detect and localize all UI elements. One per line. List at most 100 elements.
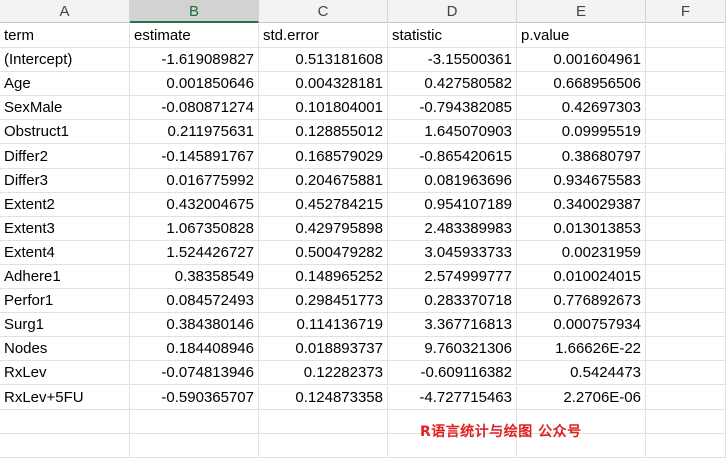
data-cell[interactable]: Differ3 — [0, 168, 130, 193]
data-cell[interactable] — [646, 96, 726, 121]
data-cell[interactable] — [0, 433, 130, 458]
data-cell[interactable]: -0.074813946 — [130, 361, 259, 386]
data-cell[interactable]: Perfor1 — [0, 289, 130, 314]
data-cell[interactable]: -0.145891767 — [130, 144, 259, 169]
data-cell[interactable]: 0.452784215 — [259, 192, 388, 217]
data-cell[interactable]: 1.524426727 — [130, 240, 259, 265]
data-cell[interactable] — [646, 265, 726, 289]
data-cell[interactable] — [646, 48, 726, 73]
data-cell[interactable]: RxLev — [0, 361, 130, 386]
data-cell[interactable]: 0.429795898 — [259, 216, 388, 241]
data-cell[interactable]: 0.427580582 — [388, 72, 517, 97]
data-cell[interactable]: 0.018893737 — [259, 337, 388, 362]
data-cell[interactable]: 1.645070903 — [388, 120, 517, 145]
data-cell[interactable]: Differ2 — [0, 144, 130, 169]
data-cell[interactable]: 0.004328181 — [259, 72, 388, 97]
data-cell[interactable]: 1.66626E-22 — [517, 337, 646, 362]
data-cell[interactable]: -3.15500361 — [388, 48, 517, 73]
data-cell[interactable]: 0.001604961 — [517, 48, 646, 73]
data-cell[interactable]: 0.168579029 — [259, 144, 388, 169]
data-cell[interactable] — [388, 409, 517, 434]
column-header-e[interactable]: E — [517, 0, 646, 23]
data-cell[interactable] — [646, 409, 726, 434]
header-cell[interactable]: p.value — [517, 24, 646, 48]
data-cell[interactable]: Adhere1 — [0, 265, 130, 289]
data-cell[interactable]: 0.204675881 — [259, 168, 388, 193]
data-cell[interactable]: 0.384380146 — [130, 313, 259, 338]
data-cell[interactable]: Obstruct1 — [0, 120, 130, 145]
data-cell[interactable]: 0.298451773 — [259, 289, 388, 314]
data-cell[interactable]: 0.211975631 — [130, 120, 259, 145]
column-header-b[interactable]: B — [130, 0, 259, 23]
data-cell[interactable] — [646, 120, 726, 145]
data-cell[interactable]: 0.668956506 — [517, 72, 646, 97]
data-cell[interactable] — [646, 72, 726, 97]
data-cell[interactable] — [259, 409, 388, 434]
column-header-c[interactable]: C — [259, 0, 388, 23]
data-cell[interactable]: 0.954107189 — [388, 192, 517, 217]
data-cell[interactable] — [646, 433, 726, 458]
data-cell[interactable]: 1.067350828 — [130, 216, 259, 241]
data-cell[interactable]: Surg1 — [0, 313, 130, 338]
data-cell[interactable]: 0.184408946 — [130, 337, 259, 362]
data-cell[interactable]: -0.794382085 — [388, 96, 517, 121]
column-header-a[interactable]: A — [0, 0, 130, 23]
data-cell[interactable]: RxLev+5FU — [0, 385, 130, 410]
data-cell[interactable]: 0.016775992 — [130, 168, 259, 193]
data-cell[interactable]: 0.500479282 — [259, 240, 388, 265]
data-cell[interactable]: 0.114136719 — [259, 313, 388, 338]
data-cell[interactable] — [646, 240, 726, 265]
data-cell[interactable]: -0.865420615 — [388, 144, 517, 169]
data-cell[interactable]: 0.283370718 — [388, 289, 517, 314]
data-cell[interactable]: Extent4 — [0, 240, 130, 265]
data-cell[interactable]: 0.42697303 — [517, 96, 646, 121]
data-cell[interactable]: 0.010024015 — [517, 265, 646, 289]
data-cell[interactable]: -0.080871274 — [130, 96, 259, 121]
data-cell[interactable] — [259, 433, 388, 458]
column-header-d[interactable]: D — [388, 0, 517, 23]
data-cell[interactable]: 0.000757934 — [517, 313, 646, 338]
data-cell[interactable] — [130, 433, 259, 458]
data-cell[interactable] — [646, 313, 726, 338]
data-cell[interactable]: 0.432004675 — [130, 192, 259, 217]
data-cell[interactable]: 0.38358549 — [130, 265, 259, 289]
data-cell[interactable]: 0.09995519 — [517, 120, 646, 145]
data-cell[interactable] — [646, 168, 726, 193]
data-cell[interactable]: 0.513181608 — [259, 48, 388, 73]
data-cell[interactable]: 0.340029387 — [517, 192, 646, 217]
data-cell[interactable] — [646, 361, 726, 386]
data-cell[interactable]: 0.38680797 — [517, 144, 646, 169]
data-cell[interactable] — [130, 409, 259, 434]
data-cell[interactable]: 0.124873358 — [259, 385, 388, 410]
column-header-f[interactable]: F — [646, 0, 726, 23]
data-cell[interactable]: 0.934675583 — [517, 168, 646, 193]
data-cell[interactable]: 0.013013853 — [517, 216, 646, 241]
header-cell[interactable]: std.error — [259, 24, 388, 48]
data-cell[interactable] — [646, 289, 726, 314]
data-cell[interactable]: 0.00231959 — [517, 240, 646, 265]
data-cell[interactable]: 3.367716813 — [388, 313, 517, 338]
data-cell[interactable]: 0.776892673 — [517, 289, 646, 314]
data-cell[interactable]: 0.128855012 — [259, 120, 388, 145]
data-cell[interactable]: 3.045933733 — [388, 240, 517, 265]
data-cell[interactable]: Age — [0, 72, 130, 97]
data-cell[interactable]: 0.081963696 — [388, 168, 517, 193]
data-cell[interactable] — [517, 409, 646, 434]
data-cell[interactable] — [646, 216, 726, 241]
data-cell[interactable]: 2.483389983 — [388, 216, 517, 241]
header-cell[interactable] — [646, 24, 726, 48]
data-cell[interactable]: Nodes — [0, 337, 130, 362]
data-cell[interactable]: SexMale — [0, 96, 130, 121]
data-cell[interactable]: Extent2 — [0, 192, 130, 217]
data-cell[interactable]: (Intercept) — [0, 48, 130, 73]
data-cell[interactable] — [646, 337, 726, 362]
data-cell[interactable]: -0.609116382 — [388, 361, 517, 386]
data-cell[interactable]: 0.001850646 — [130, 72, 259, 97]
header-cell[interactable]: statistic — [388, 24, 517, 48]
data-cell[interactable]: 0.101804001 — [259, 96, 388, 121]
data-cell[interactable]: 2.574999777 — [388, 265, 517, 289]
data-cell[interactable] — [646, 144, 726, 169]
data-cell[interactable]: 2.2706E-06 — [517, 385, 646, 410]
header-cell[interactable]: estimate — [130, 24, 259, 48]
data-cell[interactable]: -4.727715463 — [388, 385, 517, 410]
